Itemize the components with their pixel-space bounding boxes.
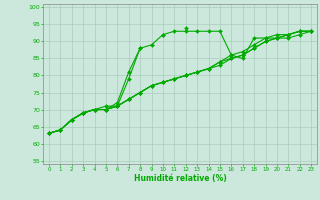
X-axis label: Humidité relative (%): Humidité relative (%) [134, 174, 226, 183]
